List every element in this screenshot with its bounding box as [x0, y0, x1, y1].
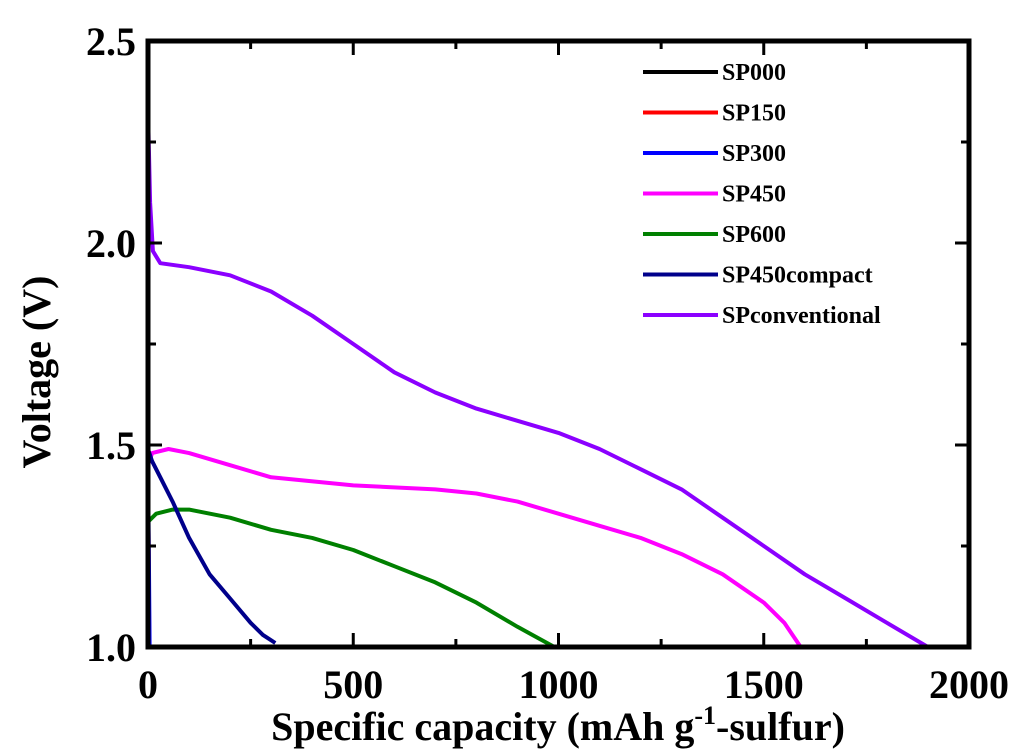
x-tick-label: 0: [138, 662, 158, 707]
legend-label: SP600: [722, 222, 786, 248]
series-line-SP450compact: [146, 448, 277, 645]
tick-layer: [146, 39, 971, 649]
series-line-SP450: [146, 447, 803, 649]
legend-label: SP000: [722, 60, 786, 86]
legend-item: SPconventional: [643, 303, 881, 329]
legend-label: SP150: [722, 101, 786, 127]
legend-label: SP450compact: [722, 263, 873, 289]
legend-item: SP000: [643, 60, 786, 86]
series-line-SP600: [146, 507, 556, 649]
legend-item: SP450compact: [643, 263, 873, 289]
y-tick-label: 1.5: [86, 423, 136, 468]
legend: SP000 SP150 SP300 SP450 SP600 SP450compact SPc…: [643, 60, 881, 329]
x-axis-title-tail: -sulfur): [716, 704, 845, 749]
legend-label: SPconventional: [722, 303, 881, 329]
legend-item: SP300: [643, 141, 786, 167]
series-line-SPconventional: [146, 109, 929, 649]
legend-item: SP150: [643, 101, 786, 127]
x-axis-title-superscript: -1: [694, 701, 716, 730]
legend-label: SP450: [722, 182, 786, 208]
y-tick-label: 2.0: [86, 221, 136, 266]
legend-item: SP600: [643, 222, 786, 248]
x-tick-label: 2000: [929, 662, 1009, 707]
x-tick-label: 1000: [519, 662, 599, 707]
legend-label: SP300: [722, 141, 786, 167]
y-tick-label: 2.5: [86, 19, 136, 64]
tick-label-layer: 0 500 1000 1500 2000 1.0 1.5 2.0 2.5: [86, 19, 1009, 707]
y-tick-label: 1.0: [86, 625, 136, 670]
x-axis-title: Specific capacity (mAh g-1-sulfur): [271, 701, 845, 749]
plot-frame: [145, 38, 972, 650]
x-tick-label: 1500: [724, 662, 804, 707]
x-axis-title-main: Specific capacity (mAh g: [271, 704, 694, 749]
x-tick-label: 500: [323, 662, 383, 707]
legend-item: SP450: [643, 182, 786, 208]
y-axis-title: Voltage (V): [14, 276, 59, 469]
series-layer: [146, 109, 929, 649]
